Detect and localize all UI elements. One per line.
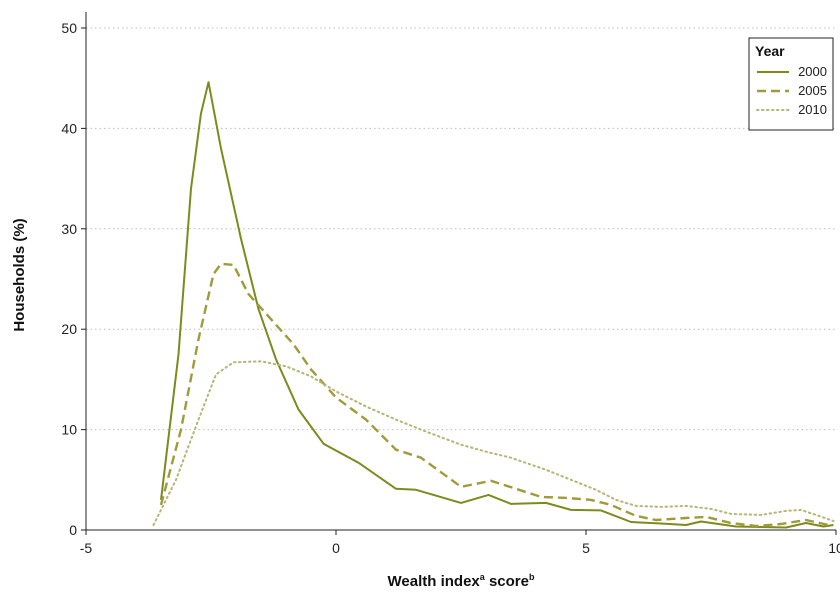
x-axis-title-mid: score	[485, 573, 529, 590]
x-tick-label-5: 5	[582, 540, 590, 556]
legend-box	[748, 37, 834, 131]
y-tick-label-50: 50	[61, 20, 77, 36]
legend-items: 2000 2005 2010	[756, 64, 827, 117]
series-line-2005	[159, 262, 829, 528]
y-tick-label-10: 10	[61, 422, 77, 438]
y-tick-label-20: 20	[61, 321, 77, 337]
series-line-2000	[160, 81, 834, 529]
grid-lines	[86, 27, 836, 431]
legend: Year 2000 2005 2010	[748, 37, 834, 131]
legend-label-2010: 2010	[798, 102, 827, 117]
x-axis-title-sup-b: b	[529, 572, 535, 582]
legend-label-2005: 2005	[798, 83, 827, 98]
series-line-2010	[152, 360, 835, 526]
legend-label-2000: 2000	[798, 64, 827, 79]
x-tick-label--5: -5	[80, 540, 93, 556]
axes	[85, 12, 836, 531]
y-axis-title: Households (%)	[11, 218, 28, 331]
x-axis-title: Wealth indexa scoreb	[388, 572, 535, 590]
legend-title: Year	[755, 43, 785, 59]
series-lines	[152, 81, 835, 529]
x-tick-label-0: 0	[332, 540, 340, 556]
y-tick-label-40: 40	[61, 120, 77, 136]
y-tick-label-0: 0	[69, 522, 77, 538]
y-tick-label-30: 30	[61, 221, 77, 237]
x-tick-label-10: 10	[828, 540, 840, 556]
x-axis-title-main: Wealth index	[388, 573, 481, 590]
x-axis-title-sup-a: a	[480, 572, 486, 582]
